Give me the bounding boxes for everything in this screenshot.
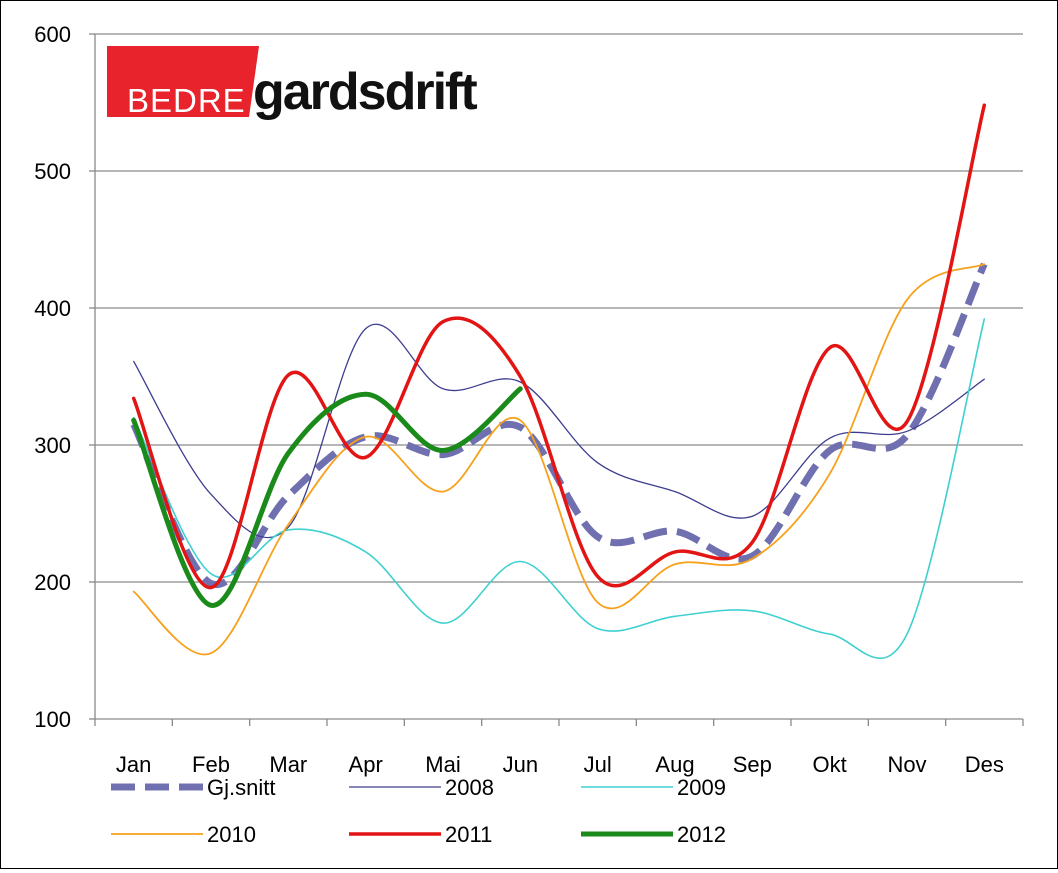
legend-item-2012: 2012 — [581, 822, 726, 847]
series-lines — [130, 103, 988, 660]
x-tick-label-mar: Mar — [269, 752, 307, 777]
x-tick-label-jun: Jun — [503, 752, 538, 777]
legend-item-2010: 2010 — [111, 822, 256, 847]
y-tick-label: 200 — [34, 570, 71, 595]
legend-item-gj-snitt: Gj.snitt — [111, 775, 275, 800]
x-tick-label-nov: Nov — [887, 752, 926, 777]
series-line-2011 — [131, 103, 987, 590]
series-line-2009 — [132, 318, 986, 660]
x-tick-label-apr: Apr — [349, 752, 383, 777]
x-tick-label-aug: Aug — [655, 752, 694, 777]
y-tick-label: 600 — [34, 22, 71, 47]
legend-label: 2009 — [677, 775, 726, 800]
legend-item-2009: 2009 — [581, 775, 726, 800]
x-tick-label-des: Des — [965, 752, 1004, 777]
logo: BEDRE gardsdrift — [107, 46, 479, 121]
y-tick-label: 400 — [34, 296, 71, 321]
legend-item-2011: 2011 — [349, 822, 492, 847]
y-tick-label: 500 — [34, 159, 71, 184]
logo-left-text: BEDRE — [127, 82, 246, 119]
series-line-2012 — [131, 386, 523, 608]
legend-label: 2011 — [445, 822, 492, 847]
x-tick-label-jan: Jan — [116, 752, 151, 777]
legend-item-2008: 2008 — [349, 775, 494, 800]
y-tick-label: 300 — [34, 433, 71, 458]
x-tick-label-sep: Sep — [733, 752, 772, 777]
legend-label: Gj.snitt — [207, 775, 275, 800]
x-axis-ticks: Jan Feb Mar Apr Mai Jun Jul Aug Sep Okt Nov Des — [94, 719, 1024, 777]
logo-right-text: gardsdrift — [253, 63, 477, 121]
legend-label: 2012 — [677, 822, 726, 847]
legend-label: 2008 — [445, 775, 494, 800]
x-tick-label-mai: Mai — [425, 752, 460, 777]
y-axis-ticks: 100 200 300 400 500 600 — [34, 22, 95, 732]
legend-label: 2010 — [207, 822, 256, 847]
axes — [94, 34, 1023, 720]
legend: Gj.snitt 2008 2009 2010 2011 2012 — [111, 775, 726, 847]
x-tick-label-feb: Feb — [192, 752, 230, 777]
series-line-2008 — [133, 323, 985, 539]
series-line-2010 — [132, 263, 986, 656]
x-tick-label-jul: Jul — [584, 752, 612, 777]
y-tick-label: 100 — [34, 707, 71, 732]
logo-red-banner — [107, 46, 259, 117]
x-tick-label-okt: Okt — [813, 752, 847, 777]
